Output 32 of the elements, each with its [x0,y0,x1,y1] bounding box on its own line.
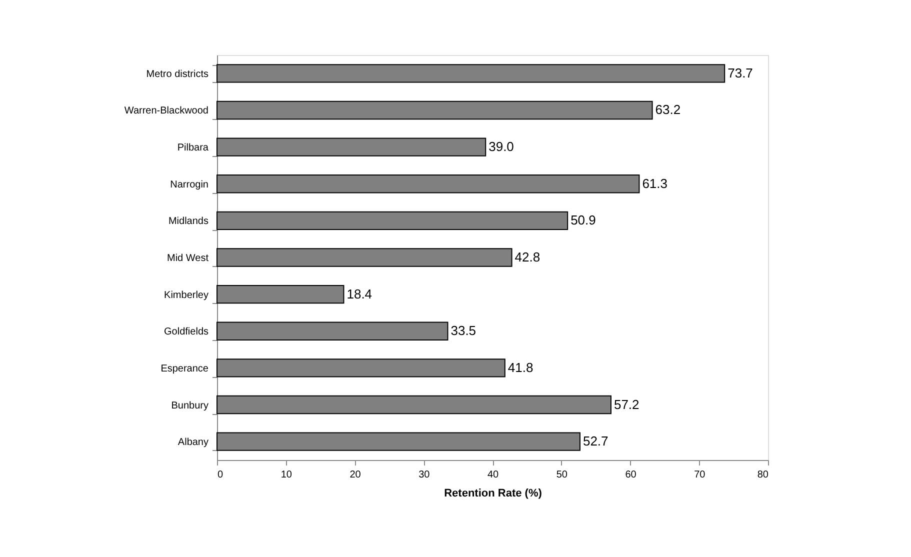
x-tick-label: 50 [556,470,568,480]
data-label: 18.4 [346,286,372,302]
y-tick-label: Kimberley [164,290,208,301]
x-tick-label: 0 [218,470,224,480]
y-tick-label: Mid West [167,253,209,264]
x-tick-label: 70 [694,470,706,480]
x-tick-label: 40 [487,470,499,480]
data-label: 63.2 [655,102,681,118]
data-label: 73.7 [728,65,753,80]
y-tick-label: Esperance [160,363,209,374]
data-label: 41.8 [508,360,534,375]
y-tick-label: Metro districts [146,68,208,80]
x-tick-label: 30 [418,470,430,480]
y-tick-label: Midlands [168,216,208,228]
y-tick-label: Goldfields [164,326,208,338]
y-tick-label: Albany [178,437,208,448]
y-tick-label: Bunbury [171,400,208,412]
x-tick-label: 60 [625,470,637,480]
y-tick-label: Narrogin [170,179,208,190]
x-tick-label: 10 [280,470,292,480]
x-tick-label: 80 [757,470,769,480]
data-label: 50.9 [570,212,596,228]
data-label: 52.7 [582,434,608,449]
y-tick-label: Pilbara [177,142,209,154]
data-label: 57.2 [614,396,640,412]
data-label: 39.0 [488,139,514,154]
data-label: 42.8 [514,250,540,264]
data-label: 61.3 [642,176,668,191]
x-tick-label: 20 [350,470,362,480]
x-axis-title: Retention Rate (%) [444,488,542,500]
y-tick-label: Warren-Blackwood [124,106,208,117]
data-label: 33.5 [450,323,476,338]
